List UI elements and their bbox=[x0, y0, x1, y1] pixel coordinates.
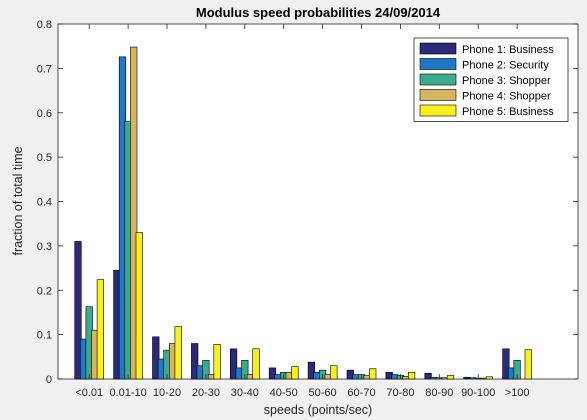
x-tick-label: 30-40 bbox=[231, 387, 259, 399]
bar-1-5 bbox=[268, 367, 277, 380]
bar-1-3 bbox=[191, 343, 199, 380]
bar-5-5 bbox=[291, 366, 299, 380]
legend-swatch-3 bbox=[419, 73, 457, 86]
legend-label-5: Phone 5: Business bbox=[462, 106, 554, 118]
legend: Phone 1: Business Phone 2: Security Phone … bbox=[413, 37, 569, 122]
bar-5-0 bbox=[96, 279, 104, 380]
bar-5-4 bbox=[252, 348, 260, 380]
bar-5-1 bbox=[135, 232, 143, 380]
legend-swatch-2 bbox=[419, 58, 457, 70]
y-tick-label: 0 bbox=[46, 374, 52, 386]
x-tick-label: 10-20 bbox=[153, 387, 181, 399]
x-tick-label: 0.01-10 bbox=[109, 387, 146, 399]
y-tick-label: 0.6 bbox=[37, 108, 52, 120]
y-tick-label: 0.4 bbox=[37, 197, 52, 209]
bar-1-0 bbox=[74, 241, 82, 380]
y-axis-label: fraction of total time bbox=[11, 146, 25, 255]
bar-5-7 bbox=[369, 368, 377, 380]
x-tick-label: >100 bbox=[505, 387, 530, 399]
bar-4-1 bbox=[130, 46, 138, 380]
y-tick-label: 0.1 bbox=[37, 330, 52, 342]
bar-1-9 bbox=[424, 372, 432, 380]
legend-label-4: Phone 4: Shopper bbox=[462, 91, 551, 103]
bar-1-4 bbox=[230, 348, 238, 380]
x-tick-label: 70-80 bbox=[386, 387, 414, 399]
x-tick-label: 90-100 bbox=[461, 387, 495, 399]
x-tick-label: 60-70 bbox=[347, 387, 375, 399]
legend-swatch-4 bbox=[419, 89, 457, 101]
legend-label-1: Phone 1: Business bbox=[462, 44, 554, 56]
y-tick-label: 0.8 bbox=[37, 19, 52, 31]
x-tick-label: 40-50 bbox=[270, 387, 298, 399]
bar-5-11 bbox=[524, 349, 532, 380]
bar-5-10 bbox=[485, 376, 494, 380]
bar-5-3 bbox=[213, 344, 221, 380]
y-tick-label: 0.2 bbox=[37, 285, 52, 297]
legend-swatch-5 bbox=[419, 104, 457, 117]
bar-1-6 bbox=[307, 361, 316, 380]
bar-1-11 bbox=[502, 348, 510, 380]
x-axis-label: speeds (points/sec) bbox=[264, 403, 372, 417]
legend-label-3: Phone 3: Shopper bbox=[462, 75, 551, 87]
legend-label-2: Phone 2: Security bbox=[462, 60, 549, 72]
x-tick-label: 80-90 bbox=[425, 387, 453, 399]
y-tick-label: 0.7 bbox=[37, 63, 52, 75]
bar-5-8 bbox=[407, 372, 416, 380]
y-tick-label: 0.3 bbox=[37, 241, 52, 253]
ticks-group: 0 0.1 0.2 0.3 0.4 0.5 0.6 0.7 0.8 <0.01 0.01-10 10-… bbox=[37, 19, 578, 399]
x-tick-label: <0.01 bbox=[75, 387, 103, 399]
chart-title: Modulus speed probabilities 24/09/2014 bbox=[196, 5, 441, 20]
bar-5-9 bbox=[446, 375, 455, 380]
legend-swatch-1 bbox=[419, 42, 457, 55]
y-tick-label: 0.5 bbox=[37, 152, 52, 164]
bar-5-6 bbox=[330, 365, 338, 380]
bar-5-2 bbox=[174, 326, 182, 380]
bars-group bbox=[74, 46, 532, 380]
bar-1-2 bbox=[152, 336, 160, 380]
x-tick-label: 20-30 bbox=[192, 387, 220, 399]
x-tick-label: 50-60 bbox=[309, 387, 337, 399]
